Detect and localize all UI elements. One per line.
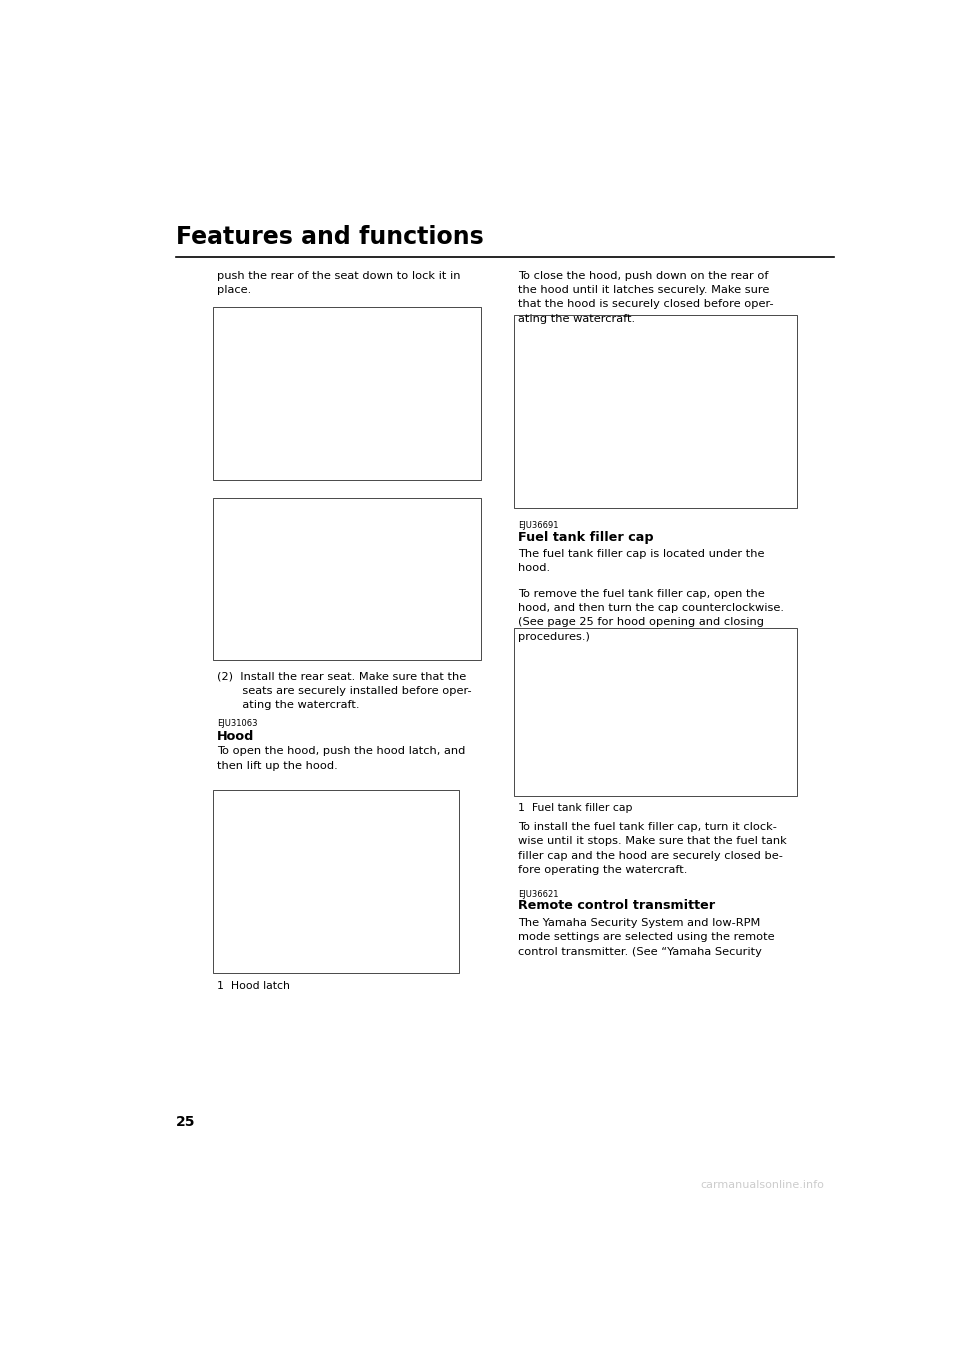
Text: 1  Fuel tank filler cap: 1 Fuel tank filler cap bbox=[518, 803, 633, 813]
Text: carmanualsonline.info: carmanualsonline.info bbox=[701, 1180, 825, 1190]
Text: EJU36691: EJU36691 bbox=[518, 520, 559, 530]
Bar bbox=[213, 307, 481, 479]
Text: Features and functions: Features and functions bbox=[176, 225, 484, 250]
Text: Hood: Hood bbox=[217, 729, 254, 743]
Text: Fuel tank filler cap: Fuel tank filler cap bbox=[518, 531, 654, 545]
Text: 1  Hood latch: 1 Hood latch bbox=[217, 980, 290, 991]
Text: The Yamaha Security System and low-RPM
mode settings are selected using the remo: The Yamaha Security System and low-RPM m… bbox=[518, 918, 775, 957]
Text: (2)  Install the rear seat. Make sure that the
       seats are securely install: (2) Install the rear seat. Make sure tha… bbox=[217, 671, 471, 710]
Bar bbox=[515, 629, 797, 796]
Text: The fuel tank filler cap is located under the
hood.: The fuel tank filler cap is located unde… bbox=[518, 549, 764, 573]
Bar bbox=[213, 497, 481, 660]
Text: EJU36621: EJU36621 bbox=[518, 889, 559, 899]
Bar bbox=[515, 315, 797, 508]
Text: To remove the fuel tank filler cap, open the
hood, and then turn the cap counter: To remove the fuel tank filler cap, open… bbox=[518, 588, 784, 642]
Text: To close the hood, push down on the rear of
the hood until it latches securely. : To close the hood, push down on the rear… bbox=[518, 270, 774, 323]
Text: EJU31063: EJU31063 bbox=[217, 720, 257, 728]
Text: To open the hood, push the hood latch, and
then lift up the hood.: To open the hood, push the hood latch, a… bbox=[217, 747, 465, 771]
Text: To install the fuel tank filler cap, turn it clock-
wise until it stops. Make su: To install the fuel tank filler cap, tur… bbox=[518, 822, 787, 875]
Text: Remote control transmitter: Remote control transmitter bbox=[518, 899, 715, 913]
Bar bbox=[213, 790, 459, 974]
Text: push the rear of the seat down to lock it in
place.: push the rear of the seat down to lock i… bbox=[217, 270, 460, 295]
Text: 25: 25 bbox=[176, 1115, 195, 1128]
